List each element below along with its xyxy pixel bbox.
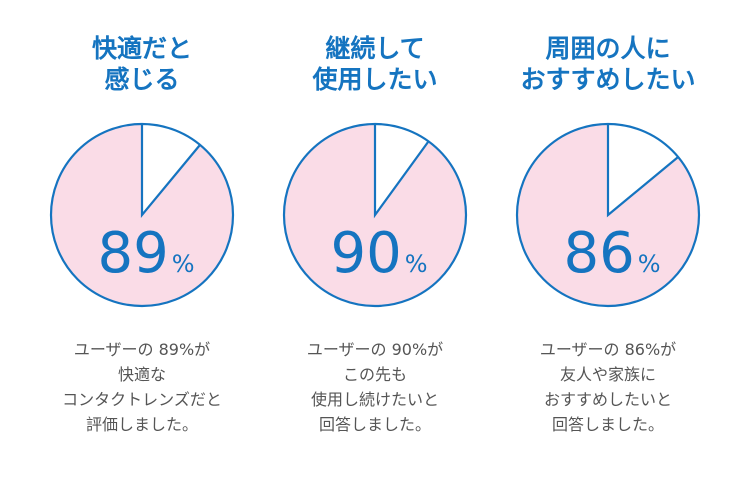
description-line: 回答しました。 (551, 415, 664, 434)
stat-title: 継続して 使用したい (258, 33, 492, 95)
description-line: 評価しました。 (85, 415, 198, 434)
percent-value: 90 (330, 221, 401, 286)
pie-slice-empty (608, 124, 679, 215)
description-line: ユーザーの 86%が (539, 340, 677, 359)
description-line: 回答しました。 (318, 415, 431, 434)
description-line: ユーザーの 90%が (306, 340, 444, 359)
description-line: 快適な (117, 365, 166, 384)
stat-title-line: 継続して (325, 34, 425, 63)
stat-title: 周囲の人に おすすめしたい (491, 33, 725, 95)
percent-unit: % (172, 250, 195, 278)
stat-title: 快適だと 感じる (25, 33, 259, 95)
description-line: コンタクトレンズだと (62, 390, 222, 409)
stat-description: ユーザーの 89%が 快適な コンタクトレンズだと 評価しました。 (25, 337, 259, 437)
pie-chart: 90% (282, 122, 468, 308)
stat-title-line: 快適だと (91, 34, 192, 63)
pie-chart: 89% (49, 122, 235, 308)
description-line: ユーザーの 89%が (73, 340, 211, 359)
stat-column-continue: 継続して 使用したい 90% ユーザーの 90%が この先も 使用し続けたいと … (258, 0, 492, 478)
percent-value: 89 (97, 221, 168, 286)
percent-unit: % (405, 250, 428, 278)
pie-divider (140, 124, 201, 219)
stat-description: ユーザーの 90%が この先も 使用し続けたいと 回答しました。 (258, 337, 492, 437)
description-line: この先も (342, 365, 407, 384)
stat-column-comfort: 快適だと 感じる 89% ユーザーの 89%が 快適な コンタクトレンズだと 評… (25, 0, 259, 478)
percent-label: 89% (97, 221, 194, 286)
stat-title-line: 周囲の人に (545, 34, 671, 63)
description-line: 使用し続けたいと (310, 390, 439, 409)
percent-value: 86 (563, 221, 634, 286)
pie-slice-empty (375, 124, 429, 215)
stat-title-line: 使用したい (312, 65, 438, 94)
pie-divider (606, 124, 679, 218)
percent-unit: % (638, 250, 661, 278)
description-line: 友人や家族に (559, 365, 656, 384)
stat-column-recommend: 周囲の人に おすすめしたい 86% ユーザーの 86%が 友人や家族に おすすめ… (491, 0, 725, 478)
percent-label: 90% (330, 221, 427, 286)
stat-description: ユーザーの 86%が 友人や家族に おすすめしたいと 回答しました。 (491, 337, 725, 437)
pie-chart: 86% (515, 122, 701, 308)
pie-divider (373, 124, 430, 219)
percent-label: 86% (563, 221, 660, 286)
stat-title-line: 感じる (104, 65, 180, 94)
stat-title-line: おすすめしたい (520, 65, 696, 94)
description-line: おすすめしたいと (543, 390, 672, 409)
pie-slice-empty (142, 124, 201, 215)
